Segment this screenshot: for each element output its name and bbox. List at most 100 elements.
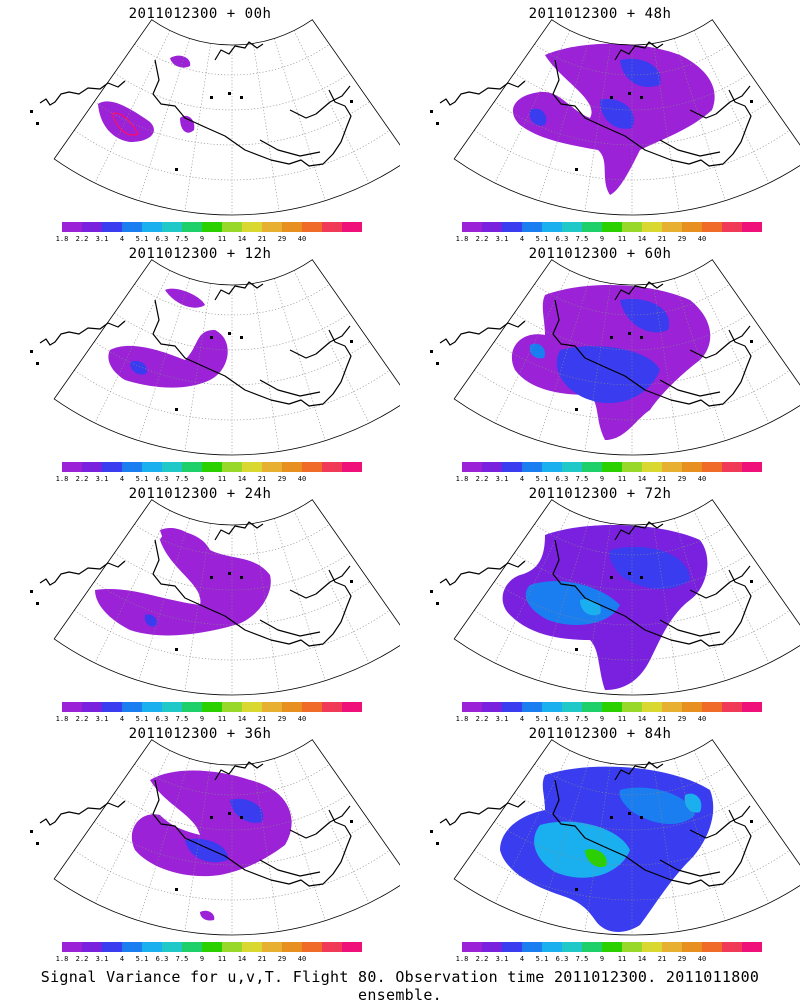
colorbar-label: 7.5 xyxy=(575,715,589,723)
colorbar-label: 5.1 xyxy=(135,715,149,723)
colorbar-label: 1.8 xyxy=(55,715,69,723)
colorbar-swatch xyxy=(682,222,702,232)
colorbar-label: 29 xyxy=(277,955,287,963)
panel-title: 2011012300 + 48h xyxy=(528,6,672,22)
colorbar-label: 11 xyxy=(217,475,227,483)
colorbar-swatch xyxy=(62,222,82,232)
colorbar-label: 11 xyxy=(217,955,227,963)
island xyxy=(30,590,33,593)
map-frame xyxy=(453,259,800,456)
meridian-line xyxy=(253,763,280,932)
colorbar-swatch xyxy=(122,702,142,712)
colorbar-label: 3.1 xyxy=(95,715,109,723)
colorbar-swatch xyxy=(702,222,722,232)
colorbar-swatch xyxy=(182,462,202,472)
colorbar-swatch xyxy=(502,222,522,232)
colorbar-label: 2.2 xyxy=(475,235,489,243)
colorbar-swatch xyxy=(542,462,562,472)
latitude-line xyxy=(534,524,730,556)
colorbar xyxy=(462,942,762,952)
colorbar-label: 6.3 xyxy=(555,715,569,723)
meridian-line xyxy=(312,739,400,866)
colorbar-swatch xyxy=(142,222,162,232)
island xyxy=(210,576,213,579)
colorbar-label: 1.8 xyxy=(455,955,469,963)
colorbar-swatch xyxy=(322,942,342,952)
colorbar-swatch xyxy=(542,942,562,952)
meridian-line xyxy=(538,278,591,441)
colorbar-swatch xyxy=(462,462,482,472)
colorbar-swatch xyxy=(562,462,582,472)
colorbar-labels: 1.8 2.2 3.1 4 5.1 6.3 7.5 9 11 14 21 29 40 xyxy=(52,715,372,725)
island xyxy=(430,110,433,113)
colorbar-swatch xyxy=(622,942,642,952)
meridian-line xyxy=(184,283,211,452)
colorbar-swatch xyxy=(62,462,82,472)
colorbar-label: 1.8 xyxy=(455,475,469,483)
colorbar-label: 29 xyxy=(677,955,687,963)
island xyxy=(628,572,631,575)
island xyxy=(350,100,353,103)
colorbar-label: 1.8 xyxy=(455,235,469,243)
colorbar xyxy=(62,702,362,712)
island xyxy=(430,590,433,593)
colorbar-label: 2.2 xyxy=(75,235,89,243)
meridian-line xyxy=(138,518,191,681)
meridian-line xyxy=(138,38,191,201)
colorbar-label: 5.1 xyxy=(135,475,149,483)
colorbar-labels: 1.8 2.2 3.1 4 5.1 6.3 7.5 9 11 14 21 29 40 xyxy=(52,475,372,485)
colorbar-swatch xyxy=(682,942,702,952)
variance-contour xyxy=(95,531,271,636)
island xyxy=(575,888,578,891)
colorbar-swatch xyxy=(582,942,602,952)
variance-contour xyxy=(144,614,158,627)
colorbar-swatch xyxy=(342,222,362,232)
colorbar-label: 9 xyxy=(599,475,605,483)
colorbar-swatch xyxy=(342,942,362,952)
meridian-line xyxy=(253,43,280,212)
island xyxy=(610,576,613,579)
colorbar-label: 21 xyxy=(257,715,267,723)
colorbar-label: 7.5 xyxy=(175,715,189,723)
variance-contour xyxy=(98,101,154,142)
panel-title: 2011012300 + 36h xyxy=(128,726,272,742)
colorbar-label: 5.1 xyxy=(535,235,549,243)
colorbar-swatch xyxy=(542,702,562,712)
meridian-line xyxy=(494,750,571,904)
variance-contour xyxy=(529,108,547,126)
colorbar-label: 9 xyxy=(199,715,205,723)
map-frame xyxy=(453,499,800,696)
colorbar-swatch xyxy=(522,942,542,952)
colorbar-label: 7.5 xyxy=(575,235,589,243)
meridian-line xyxy=(712,19,800,146)
colorbar-swatch xyxy=(62,702,82,712)
meridian-line xyxy=(94,750,171,904)
meridian-line xyxy=(184,523,211,692)
colorbar-swatch xyxy=(162,702,182,712)
colorbar-label: 40 xyxy=(297,955,307,963)
meridian-line xyxy=(693,510,770,664)
meridian-line xyxy=(673,758,726,921)
colorbar-swatch xyxy=(562,702,582,712)
colorbar-label: 9 xyxy=(599,235,605,243)
colorbar-label: 5.1 xyxy=(135,955,149,963)
colorbar-label: 40 xyxy=(297,475,307,483)
colorbar-label: 14 xyxy=(237,715,247,723)
colorbar-label: 6.3 xyxy=(555,475,569,483)
colorbar-swatch xyxy=(662,222,682,232)
colorbar-label: 21 xyxy=(257,235,267,243)
colorbar-label: 7.5 xyxy=(175,955,189,963)
island xyxy=(640,816,643,819)
colorbar-label: 3.1 xyxy=(95,475,109,483)
colorbar-label: 21 xyxy=(657,955,667,963)
colorbar-swatch xyxy=(482,702,502,712)
meridian-line xyxy=(184,43,211,212)
meridian-line xyxy=(584,763,611,932)
colorbar-swatch xyxy=(242,222,262,232)
colorbar-label: 9 xyxy=(199,235,205,243)
meridian-line xyxy=(293,510,370,664)
colorbar-label: 4 xyxy=(519,715,525,723)
colorbar-label: 11 xyxy=(617,955,627,963)
colorbar-label: 14 xyxy=(637,715,647,723)
island xyxy=(30,110,33,113)
